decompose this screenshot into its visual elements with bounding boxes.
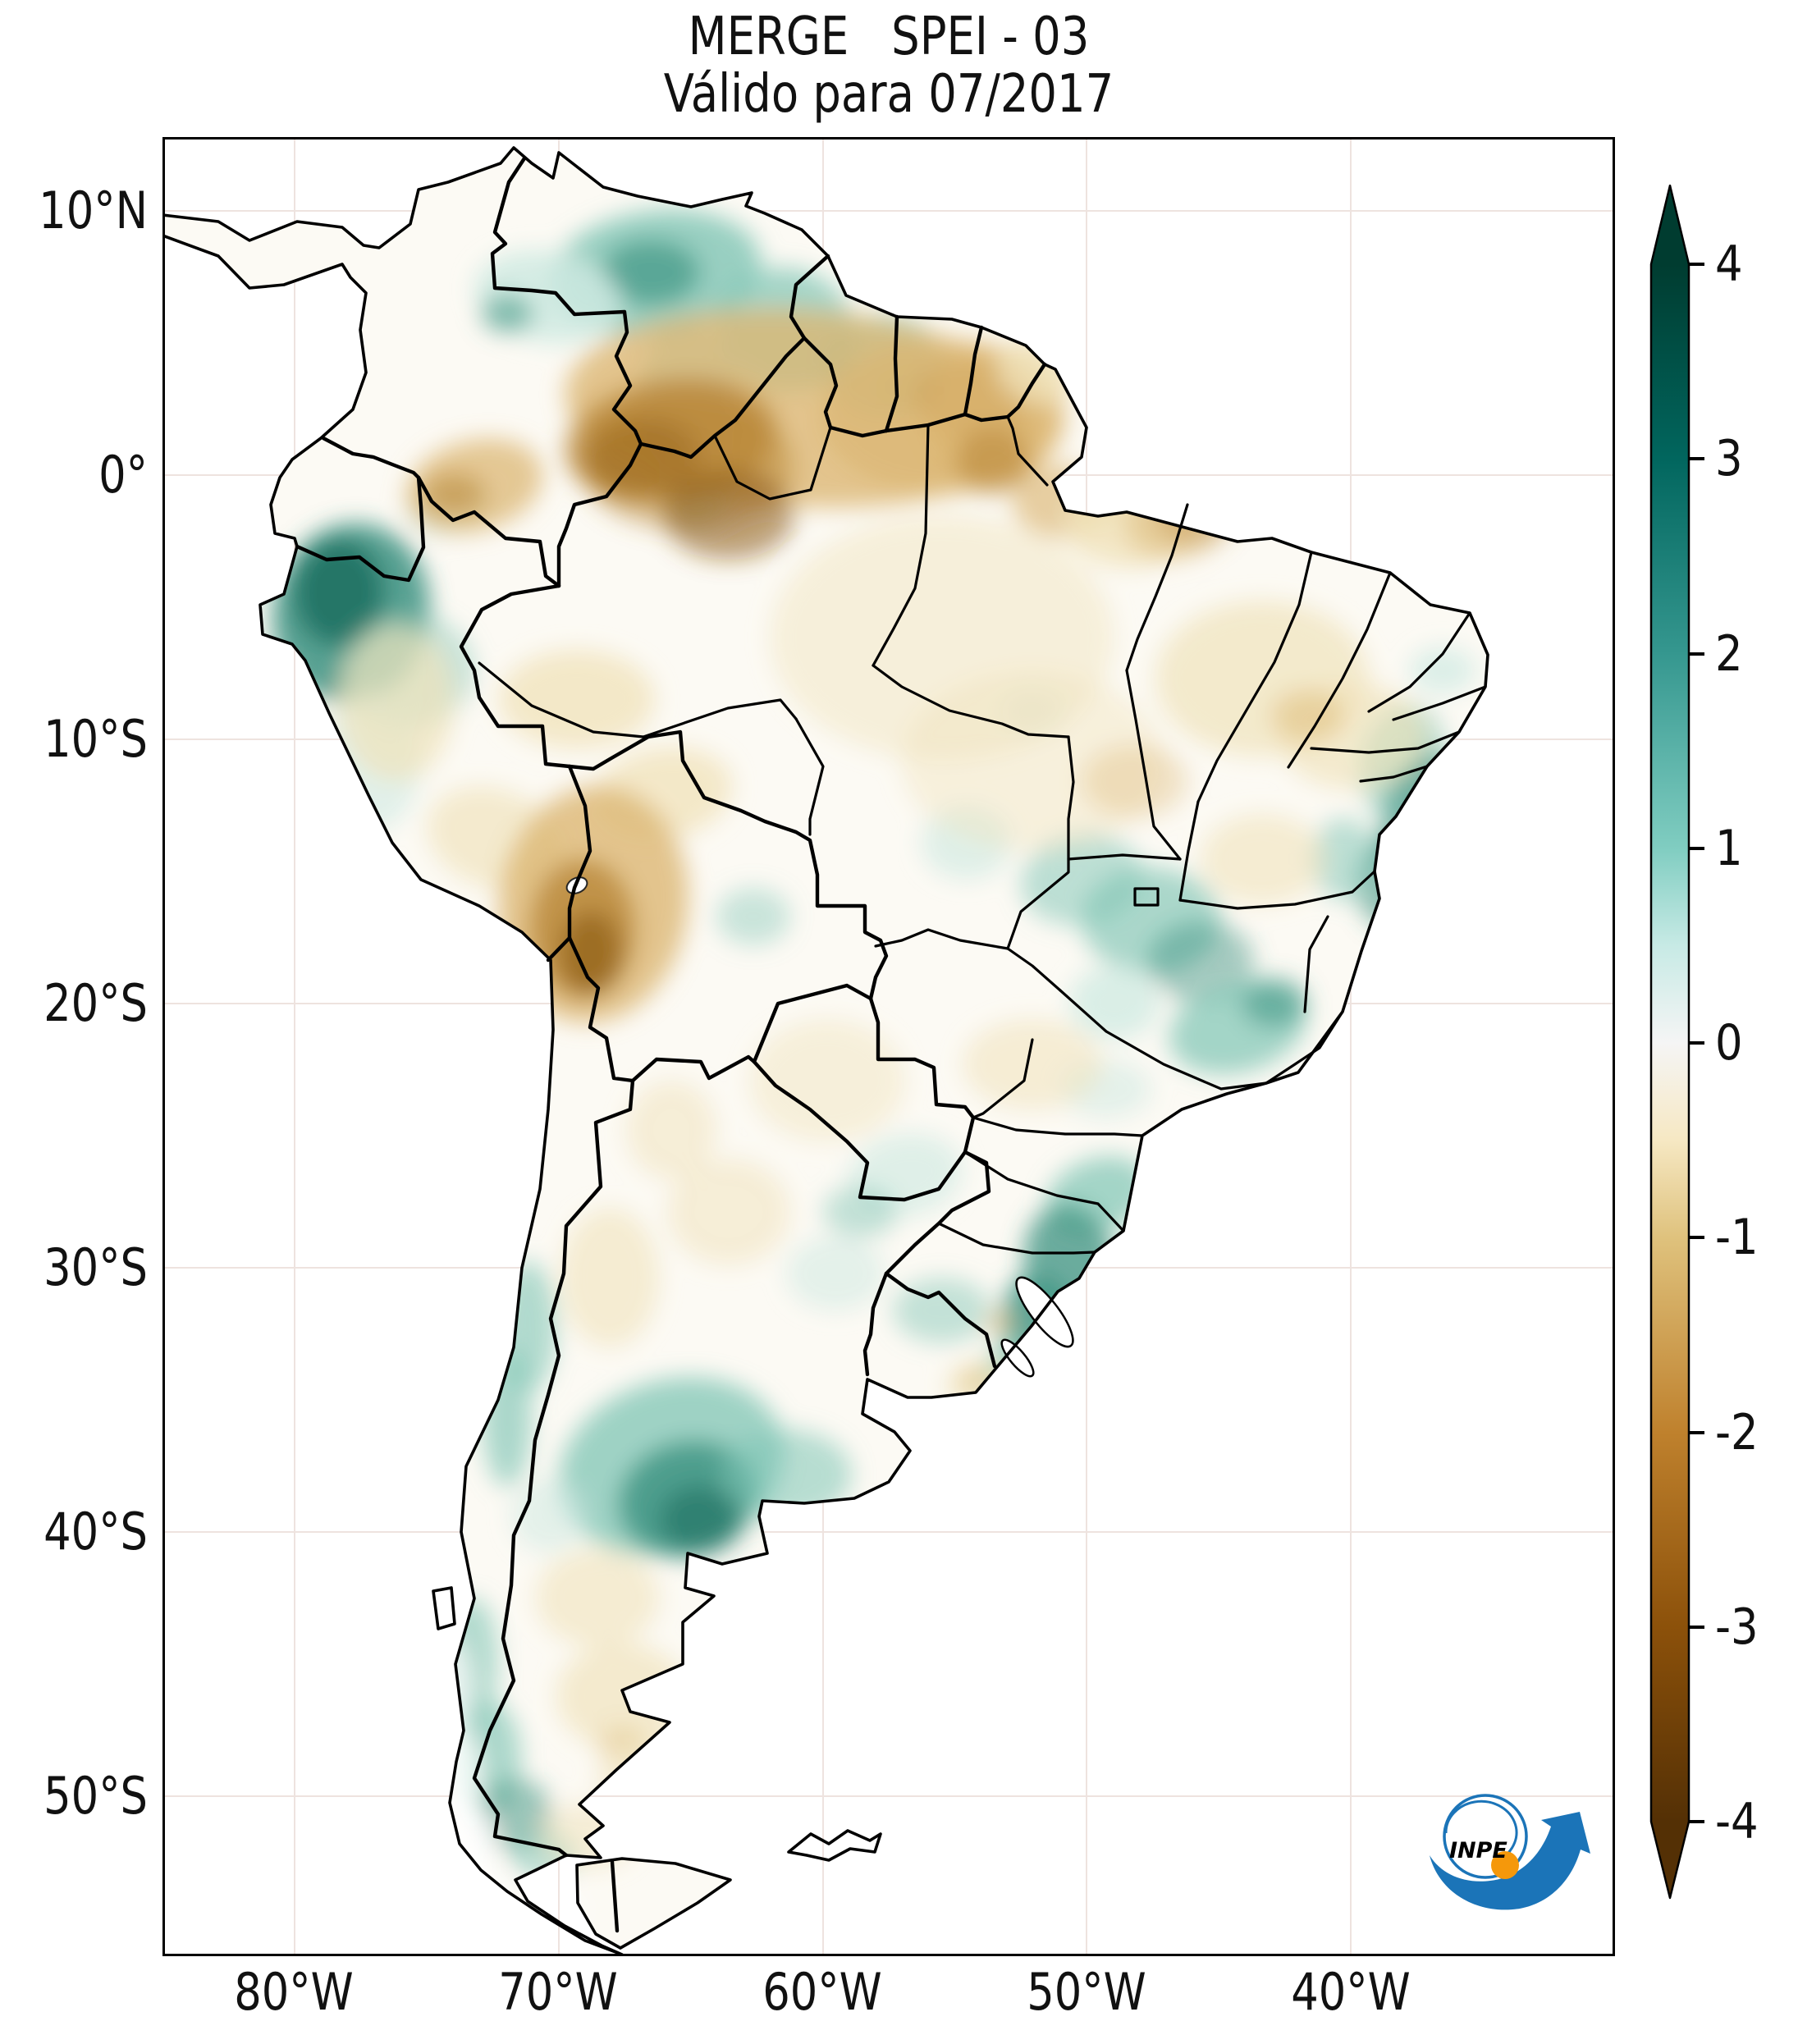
- logo-swoosh-arrow: [1430, 1812, 1590, 1910]
- colorbar-tick-label: 0: [1715, 1014, 1743, 1072]
- lat-tick-label: 20°S: [43, 973, 149, 1033]
- lon-tick-label: 60°W: [762, 1962, 882, 2022]
- coastline: [162, 146, 1489, 1956]
- lon-tick-label: 70°W: [498, 1962, 618, 2022]
- colorbar-tick-label: -1: [1715, 1209, 1759, 1266]
- map-canvas: [162, 137, 1615, 1956]
- colorbar-tick-label: -3: [1715, 1598, 1759, 1656]
- lat-tick-label: 40°S: [43, 1502, 149, 1562]
- logo-orange-dot: [1491, 1851, 1519, 1879]
- lat-tick-label: 10°N: [39, 181, 149, 240]
- state-borders: [478, 415, 1487, 1255]
- country-borders: [295, 156, 1047, 1933]
- logo-orbit-circle: [1443, 1794, 1528, 1879]
- title-line-2: Válido para 07/2017: [663, 64, 1114, 125]
- colorbar-tick-label: 2: [1715, 625, 1743, 683]
- lon-tick-label: 50°W: [1027, 1962, 1146, 2022]
- logo-inner-arc: [1444, 1799, 1518, 1861]
- colorbar-tick-label: 4: [1715, 235, 1743, 293]
- inpe-logo: INPE: [1430, 1794, 1590, 1910]
- lon-tick-label: 40°W: [1291, 1962, 1411, 2022]
- title-line-1: MERGE SPEI - 03: [688, 7, 1090, 67]
- lat-tick-label: 30°S: [43, 1237, 149, 1297]
- lat-tick-label: 0°: [98, 445, 148, 505]
- colorbar-ticks: [1689, 263, 1704, 1823]
- colorbar-tick-label: -2: [1715, 1404, 1759, 1461]
- colorbar-gradient-bar: [1649, 185, 1690, 1900]
- colorbar: [1649, 185, 1704, 1900]
- colorbar-tick-label: 1: [1715, 820, 1743, 877]
- lon-tick-label: 80°W: [234, 1962, 354, 2022]
- figure-title: MERGE SPEI - 03 Válido para 07/2017: [162, 8, 1615, 123]
- colorbar-tick-label: 3: [1715, 430, 1743, 487]
- colorbar-tick-label: -4: [1715, 1793, 1759, 1850]
- lat-tick-label: 50°S: [43, 1766, 149, 1826]
- map-frame: [162, 137, 1615, 1956]
- lat-tick-label: 10°S: [43, 709, 149, 769]
- logo-wordmark: INPE: [1449, 1838, 1507, 1863]
